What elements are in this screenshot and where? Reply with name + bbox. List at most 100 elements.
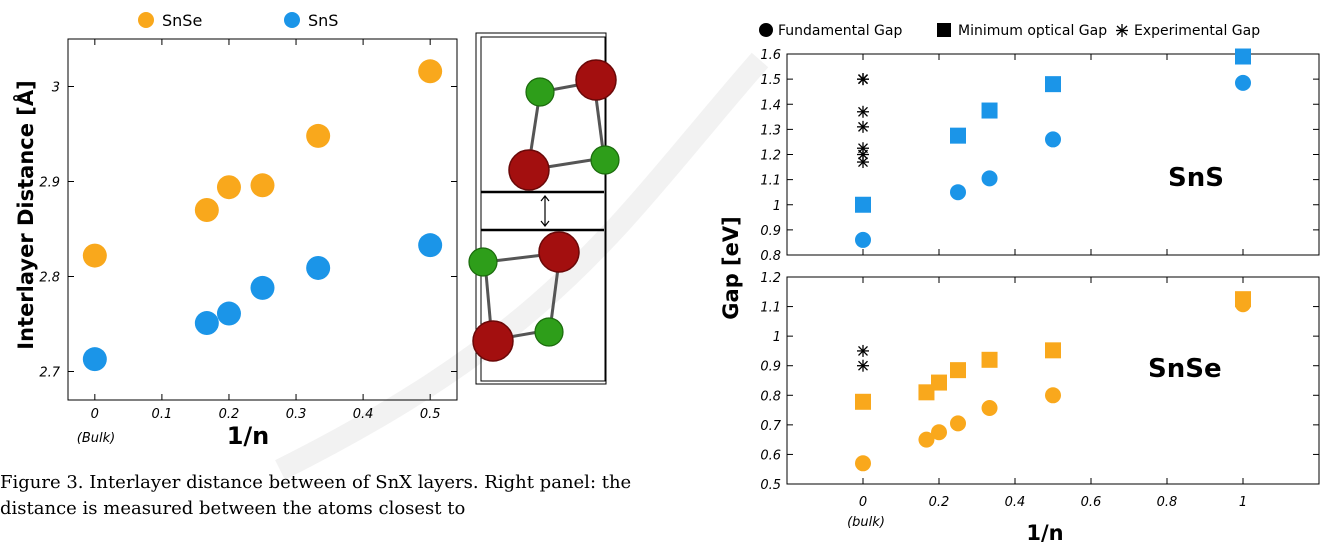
right-top-chart: 0.8 0.9 1 1.1 1.2 1.3 1.4 1.5 1.6 SnS [760,48,1320,264]
x-tick-label: 0.2 [219,407,240,422]
experimental-gap-marker [857,344,869,357]
y-tick-label: 2.9 [39,176,60,191]
left-data-points [82,59,443,372]
panel-label-snse: SnSe [1148,354,1222,384]
x-tick-label: 0 [859,495,867,510]
y-tick-label: 0.9 [760,224,781,239]
y-tick-label: 3 [52,81,60,96]
x-tick-label: 0.5 [420,407,441,422]
data-point-sns [306,255,331,280]
x-tick-label: 0.4 [353,407,374,422]
fundamental-gap-marker [1045,387,1061,404]
data-point-snse [418,59,443,84]
distance-arrow [540,195,550,227]
y-tick-label: 1.3 [760,123,781,138]
y-tick-label: 1.6 [760,48,781,63]
x-tick-label: 0.6 [1081,495,1102,510]
min-optical-gap-marker [918,384,935,401]
data-point-sns [82,347,107,372]
fundamental-gap-marker [950,184,966,201]
panel-label-sns: SnS [1168,163,1224,193]
x-tick-label: 0.8 [1157,495,1178,510]
min-optical-gap-marker [855,196,871,213]
y-tick-label: 2.8 [39,271,60,286]
sn-atoms [472,59,617,362]
experimental-gap-marker [857,120,869,133]
min-optical-gap-marker [931,374,947,391]
min-optical-gap-marker [1235,291,1251,308]
experimental-gap-marker [857,156,869,169]
unit-cell-frame [475,32,607,385]
min-optical-gap-marker [855,393,871,410]
x-tick-label: 0.3 [286,407,307,422]
x-tick-label: 0.1 [152,407,173,422]
sn-atom [575,59,617,101]
min-optical-gap-marker [950,362,966,379]
right-legend: Fundamental Gap Minimum optical Gap Expe… [759,23,1260,39]
data-point-snse [194,198,219,222]
x-atom [590,145,620,175]
data-point-snse [250,173,275,198]
legend-label-snse: SnSe [162,11,202,30]
y-tick-label: 1.2 [760,149,781,164]
data-point-snse [82,243,107,268]
legend-label-min-optical: Minimum optical Gap [958,23,1107,39]
right-bottom-chart: 0 0.2 0.4 0.6 0.8 1 0.5 0.6 0.7 0.8 0.9 1 1.1 1.2 SnS… [760,271,1320,544]
y-tick-label: 0.6 [760,448,781,463]
legend-marker-fundamental [759,23,773,37]
sn-atom [538,231,580,273]
fundamental-gap-marker [855,231,871,248]
sn-atom [508,149,550,191]
y-tick-label: 1.5 [760,73,781,88]
y-tick-label: 1 [773,330,781,345]
left-chart: 0 0.1 0.2 0.3 0.4 0.5 2.7 2.8 2.9 3 (Bulk) 1/n In… [13,38,458,450]
unit-cell-frame-inner [480,36,606,382]
data-point-snse [216,175,241,200]
x-atom [525,77,555,107]
experimental-gap-marker [857,359,869,372]
y-tick-label: 1.1 [760,174,781,189]
y-tick-label: 0.5 [760,478,781,493]
min-optical-gap-marker [981,351,998,368]
y-tick-label: 1.2 [760,271,781,286]
bottom-plot-frame [786,276,1320,485]
min-optical-gap-marker [1235,48,1251,65]
top-axis-ticks: 0.8 0.9 1 1.1 1.2 1.3 1.4 1.5 1.6 [760,48,1319,264]
figure-caption: Figure 3. Interlayer distance between of… [0,472,632,519]
legend-label-experimental: Experimental Gap [1134,23,1260,39]
right-x-axis-title: 1/n [1026,521,1063,544]
y-tick-label: 0.8 [760,249,781,264]
y-tick-label: 1.1 [760,301,781,316]
fundamental-gap-marker [950,415,966,432]
y-tick-label: 0.9 [760,360,781,375]
x-atoms [468,77,620,347]
legend-label-fundamental: Fundamental Gap [778,23,902,39]
fundamental-gap-marker [931,424,947,441]
fundamental-gap-marker [981,170,998,187]
x-atom [534,317,564,347]
x-tick-label: 0 [91,407,99,422]
data-point-sns [216,301,241,326]
legend-marker-experimental [1116,24,1128,37]
fundamental-gap-marker [981,400,998,417]
legend-marker-min-optical [937,23,951,37]
x-tick-label: 0.2 [929,495,950,510]
top-data-points [855,48,1251,248]
left-x-axis-title: 1/n [227,422,270,450]
min-optical-gap-marker [1045,76,1061,93]
min-optical-gap-marker [981,102,998,119]
bottom-axis-ticks: 0 0.2 0.4 0.6 0.8 1 0.5 0.6 0.7 0.8 0.9 1 1.1 1.2 [760,271,1319,510]
min-optical-gap-marker [950,127,966,144]
left-axis-ticks: 0 0.1 0.2 0.3 0.4 0.5 2.7 2.8 2.9 3 [39,39,457,422]
right-y-axis-title: Gap [eV] [719,216,743,319]
legend-label-sns: SnS [308,11,338,30]
fundamental-gap-marker [918,431,935,448]
min-optical-gap-marker [1045,342,1061,359]
crystal-structure-inset [468,32,620,385]
right-x-sublabel: (bulk) [847,515,885,530]
fundamental-gap-marker [1235,74,1251,91]
experimental-gap-marker [857,105,869,118]
x-atom [468,247,498,277]
sn-atom [472,320,514,362]
